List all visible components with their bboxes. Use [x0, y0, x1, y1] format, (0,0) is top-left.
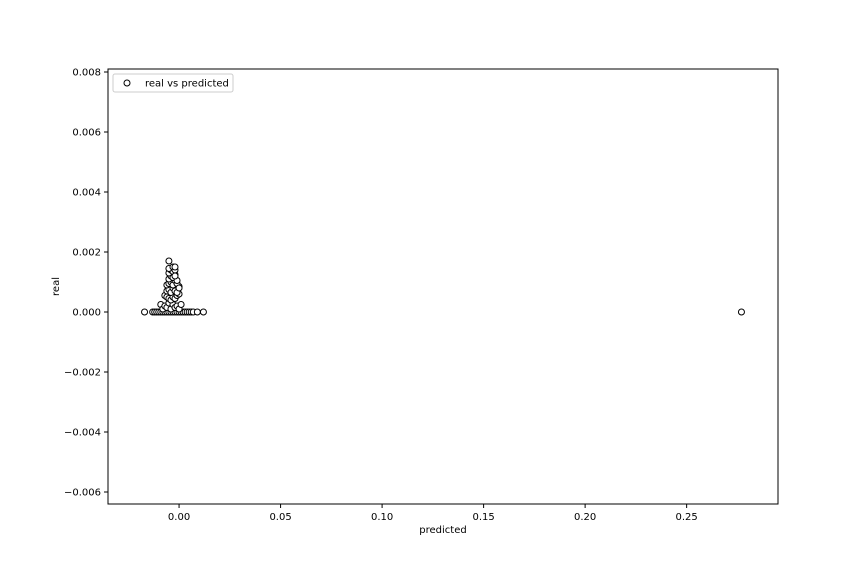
x-tick-label: 0.05 [269, 512, 291, 523]
data-point [737, 308, 745, 316]
data-point [141, 308, 149, 316]
x-axis-title: predicted [419, 525, 466, 536]
data-point [193, 308, 201, 316]
legend: real vs predicted [112, 73, 234, 93]
points-layer [141, 257, 745, 316]
y-tick-label: 0.008 [72, 68, 101, 79]
x-tick-label: 0.20 [574, 512, 596, 523]
data-point [177, 301, 185, 308]
legend-label: real vs predicted [145, 79, 229, 90]
y-tick-label: −0.004 [64, 428, 101, 439]
x-tick-label: 0.10 [371, 512, 393, 523]
x-axis: 0.00 0.05 0.10 0.15 0.20 0.25 [168, 504, 698, 523]
legend-box [112, 73, 234, 93]
data-point [171, 263, 179, 271]
y-axis-title: real [51, 277, 62, 296]
y-tick-label: −0.002 [64, 368, 101, 379]
y-tick-label: 0.000 [72, 308, 101, 319]
data-point [165, 257, 173, 265]
y-axis: −0.006 −0.004 −0.002 0.000 0.002 0.004 0.006 0.… [64, 68, 108, 499]
x-tick-label: 0.25 [676, 512, 698, 523]
y-tick-label: 0.006 [72, 128, 101, 139]
y-tick-label: −0.006 [64, 488, 101, 499]
data-point [171, 272, 179, 280]
y-tick-label: 0.002 [72, 248, 101, 259]
x-tick-label: 0.00 [168, 512, 190, 523]
axes-frame [107, 68, 779, 505]
y-tick-label: 0.004 [72, 188, 101, 199]
x-tick-label: 0.15 [472, 512, 494, 523]
data-point [199, 308, 207, 316]
data-point [175, 284, 183, 292]
legend-marker [123, 79, 131, 87]
